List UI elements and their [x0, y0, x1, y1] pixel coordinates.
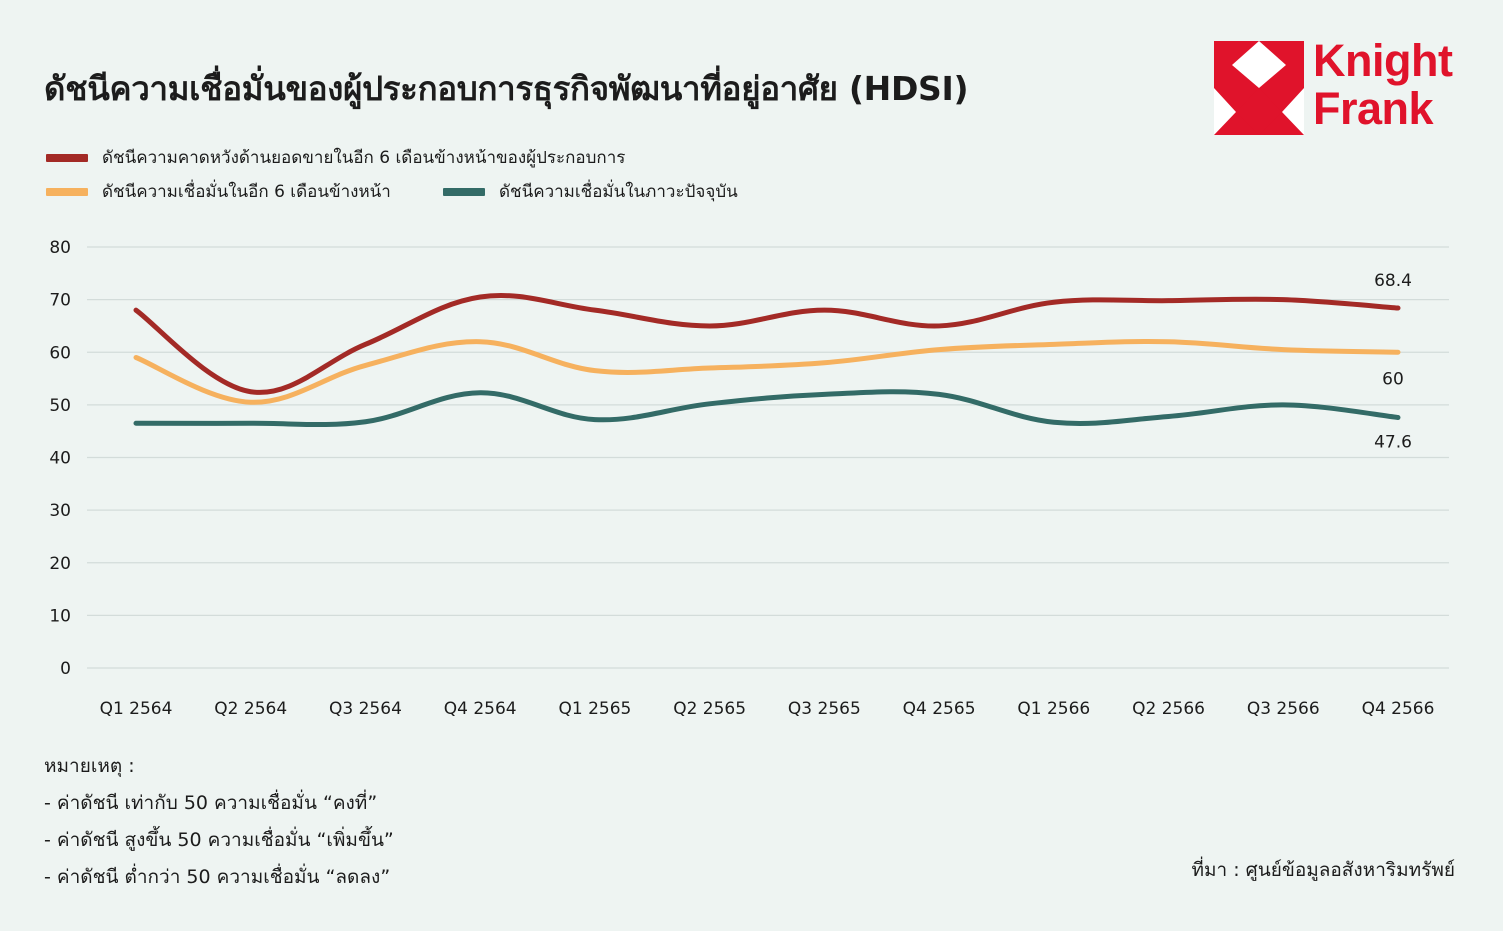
knight-frank-logo: Knight Frank — [1214, 37, 1464, 137]
legend-swatch-current-confidence — [443, 187, 485, 196]
x-tick-label-q3-2564: Q3 2564 — [329, 699, 402, 719]
x-tick-label-q2-2564: Q2 2564 — [214, 699, 287, 719]
x-tick-label-q1-2566: Q1 2566 — [1017, 699, 1090, 719]
x-tick-label-q2-2566: Q2 2566 — [1132, 699, 1205, 719]
y-tick-label-0: 0 — [60, 659, 71, 679]
notes-heading: หมายเหตุ : — [44, 755, 135, 777]
logo-line-knight: Knight — [1313, 35, 1453, 86]
note-line-decrease: - ค่าดัชนี ต่ำกว่า 50 ความเชื่อมั่น “ลดล… — [44, 866, 391, 888]
legend-label-future-confidence: ดัชนีความเชื่อมั่นในอีก 6 เดือนข้างหน้า — [102, 182, 391, 202]
x-tick-label-q4-2564: Q4 2564 — [444, 699, 517, 719]
legend-item-future-confidence: ดัชนีความเชื่อมั่นในอีก 6 เดือนข้างหน้า — [46, 178, 391, 205]
y-tick-label-10: 10 — [49, 606, 71, 626]
data-label-end-future-confidence: 60 — [1382, 369, 1404, 389]
x-tick-label-q3-2565: Q3 2565 — [788, 699, 861, 719]
series-line-future-confidence — [133, 338, 1401, 405]
legend-label-sales-expectation: ดัชนีความคาดหวังด้านยอดขายในอีก 6 เดือนข… — [102, 148, 626, 168]
legend-label-current-confidence: ดัชนีความเชื่อมั่นในภาวะปัจจุบัน — [499, 182, 738, 202]
data-label-end-current-confidence: 47.6 — [1374, 433, 1412, 453]
x-tick-label-q4-2566: Q4 2566 — [1362, 699, 1435, 719]
hdsi-line-chart: 0 10 20 30 40 50 60 70 80 Q1 2564 Q2 2564 Q3 2564 Q4… — [49, 238, 1449, 719]
y-tick-label-60: 60 — [49, 343, 71, 363]
x-tick-label-q4-2565: Q4 2565 — [903, 699, 976, 719]
legend-swatch-sales-expectation — [46, 153, 88, 162]
x-tick-label-q1-2565: Q1 2565 — [558, 699, 631, 719]
series-line-sales-expectation — [133, 292, 1401, 395]
logo-line-frank: Frank — [1313, 83, 1434, 134]
y-tick-label-20: 20 — [49, 554, 71, 574]
data-label-end-sales-expectation: 68.4 — [1374, 271, 1412, 291]
legend-item-current-confidence: ดัชนีความเชื่อมั่นในภาวะปัจจุบัน — [443, 178, 738, 205]
note-line-increase: - ค่าดัชนี สูงขึ้น 50 ความเชื่อมั่น “เพิ… — [44, 829, 394, 851]
notes-block: หมายเหตุ : - ค่าดัชนี เท่ากับ 50 ความเชื… — [44, 748, 394, 896]
note-line-stable: - ค่าดัชนี เท่ากับ 50 ความเชื่อมั่น “คงท… — [44, 792, 378, 814]
y-tick-label-30: 30 — [49, 501, 71, 521]
x-tick-label-q2-2565: Q2 2565 — [673, 699, 746, 719]
x-tick-label-q3-2566: Q3 2566 — [1247, 699, 1320, 719]
y-tick-label-70: 70 — [49, 291, 71, 311]
series-line-current-confidence — [133, 389, 1401, 428]
legend-swatch-future-confidence — [46, 187, 88, 196]
y-tick-label-40: 40 — [49, 449, 71, 469]
page-title: ดัชนีความเชื่อมั่นของผู้ประกอบการธุรกิจพ… — [44, 69, 969, 108]
y-tick-label-80: 80 — [49, 238, 71, 258]
knight-frank-logo-mark — [1214, 41, 1304, 135]
source-note: ที่มา : ศูนย์ข้อมูลอสังหาริมทรัพย์ — [1191, 859, 1455, 881]
legend-item-sales-expectation: ดัชนีความคาดหวังด้านยอดขายในอีก 6 เดือนข… — [46, 144, 625, 171]
y-tick-label-50: 50 — [49, 396, 71, 416]
x-tick-label-q1-2564: Q1 2564 — [100, 699, 173, 719]
